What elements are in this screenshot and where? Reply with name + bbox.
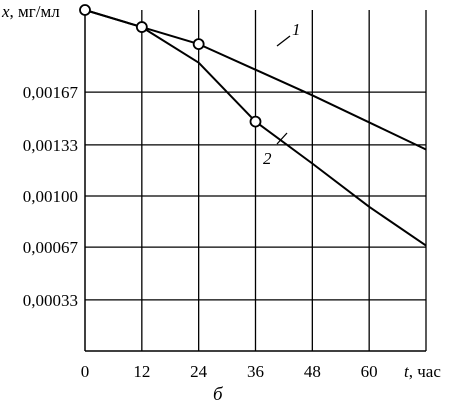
- data-markers: [79, 4, 262, 128]
- x-axis-label: t, час: [404, 362, 441, 381]
- y-axis-unit: , мг/мл: [10, 2, 61, 21]
- y-axis-label: x, мг/мл: [1, 2, 60, 21]
- x-tick-label: 36: [247, 362, 264, 381]
- tick-labels: 0 12 24 36 48 60 0,00033 0,00067 0,00100 0,00133 0…: [23, 83, 378, 381]
- series-1-marker: [79, 4, 91, 16]
- series-2-leader: [276, 132, 288, 145]
- x-tick-label: 24: [190, 362, 208, 381]
- x-axis-symbol: t: [404, 362, 410, 381]
- y-tick-label: 0,00033: [23, 291, 78, 310]
- x-tick-label: 12: [133, 362, 150, 381]
- series-1-leader: [276, 35, 291, 47]
- y-tick-label: 0,00067: [23, 238, 79, 257]
- series-1-marker: [192, 38, 205, 50]
- chart-caption: б: [213, 384, 224, 405]
- series-labels: 1 2: [263, 20, 301, 168]
- grid-lines: [84, 10, 427, 352]
- series-1-marker: [135, 21, 148, 33]
- series-1-label: 1: [292, 20, 301, 39]
- y-axis-symbol: x: [1, 2, 10, 21]
- series-2-label: 2: [263, 149, 272, 168]
- x-tick-label: 48: [304, 362, 321, 381]
- y-tick-label: 0,00100: [23, 187, 78, 206]
- x-tick-label: 0: [81, 362, 90, 381]
- x-axis-unit: , час: [409, 362, 442, 381]
- series-2-marker: [249, 115, 262, 128]
- y-tick-label: 0,00167: [23, 83, 79, 102]
- y-tick-label: 0,00133: [23, 136, 78, 155]
- x-tick-label: 60: [361, 362, 378, 381]
